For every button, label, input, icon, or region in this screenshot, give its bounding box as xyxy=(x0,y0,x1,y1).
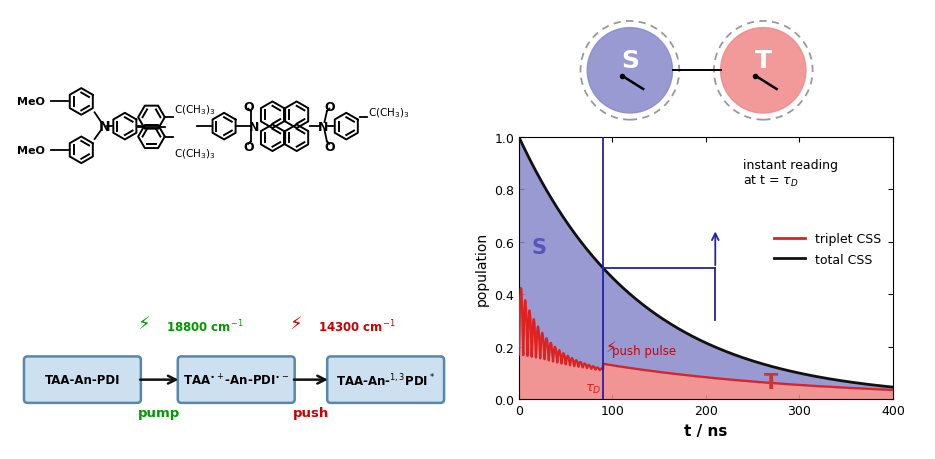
Text: S: S xyxy=(621,49,639,73)
Text: TAA-An-PDI: TAA-An-PDI xyxy=(45,373,121,386)
Text: O: O xyxy=(243,140,253,153)
Text: 18800 cm$^{-1}$: 18800 cm$^{-1}$ xyxy=(165,319,244,335)
Text: 14300 cm$^{-1}$: 14300 cm$^{-1}$ xyxy=(318,319,396,335)
Text: ⚡: ⚡ xyxy=(137,315,151,333)
Circle shape xyxy=(587,28,672,114)
FancyBboxPatch shape xyxy=(327,357,444,403)
Text: instant reading
at t = $\tau_D$: instant reading at t = $\tau_D$ xyxy=(743,159,839,189)
Text: T: T xyxy=(755,49,771,73)
Text: O: O xyxy=(324,140,335,153)
Text: TAA$^{\bullet+}$-An-PDI$^{\bullet-}$: TAA$^{\bullet+}$-An-PDI$^{\bullet-}$ xyxy=(183,372,290,387)
FancyBboxPatch shape xyxy=(178,357,295,403)
Text: ⚡: ⚡ xyxy=(606,340,616,354)
Text: O: O xyxy=(243,101,253,113)
Text: TAA-An-$^{1,3}$PDI$^*$: TAA-An-$^{1,3}$PDI$^*$ xyxy=(337,371,435,388)
FancyBboxPatch shape xyxy=(24,357,141,403)
Circle shape xyxy=(721,28,806,114)
Text: MeO: MeO xyxy=(17,97,45,107)
Text: C(CH$_3$)$_3$: C(CH$_3$)$_3$ xyxy=(368,106,410,120)
Text: S: S xyxy=(532,238,547,257)
Text: ⚡: ⚡ xyxy=(289,315,302,333)
Text: O: O xyxy=(324,101,335,113)
Text: C(CH$_3$)$_3$: C(CH$_3$)$_3$ xyxy=(175,147,216,161)
Y-axis label: population: population xyxy=(474,231,488,306)
Text: pump: pump xyxy=(138,406,180,419)
Text: push pulse: push pulse xyxy=(612,344,677,358)
Text: $\tau_D$: $\tau_D$ xyxy=(584,382,601,395)
Text: N: N xyxy=(249,120,260,133)
Text: MeO: MeO xyxy=(17,146,45,156)
Legend: triplet CSS, total CSS: triplet CSS, total CSS xyxy=(770,228,886,271)
Text: N: N xyxy=(98,120,110,134)
Text: push: push xyxy=(293,406,329,419)
Text: T: T xyxy=(764,372,779,392)
X-axis label: t / ns: t / ns xyxy=(684,423,727,438)
Text: N: N xyxy=(318,120,328,133)
Text: C(CH$_3$)$_3$: C(CH$_3$)$_3$ xyxy=(175,103,216,116)
